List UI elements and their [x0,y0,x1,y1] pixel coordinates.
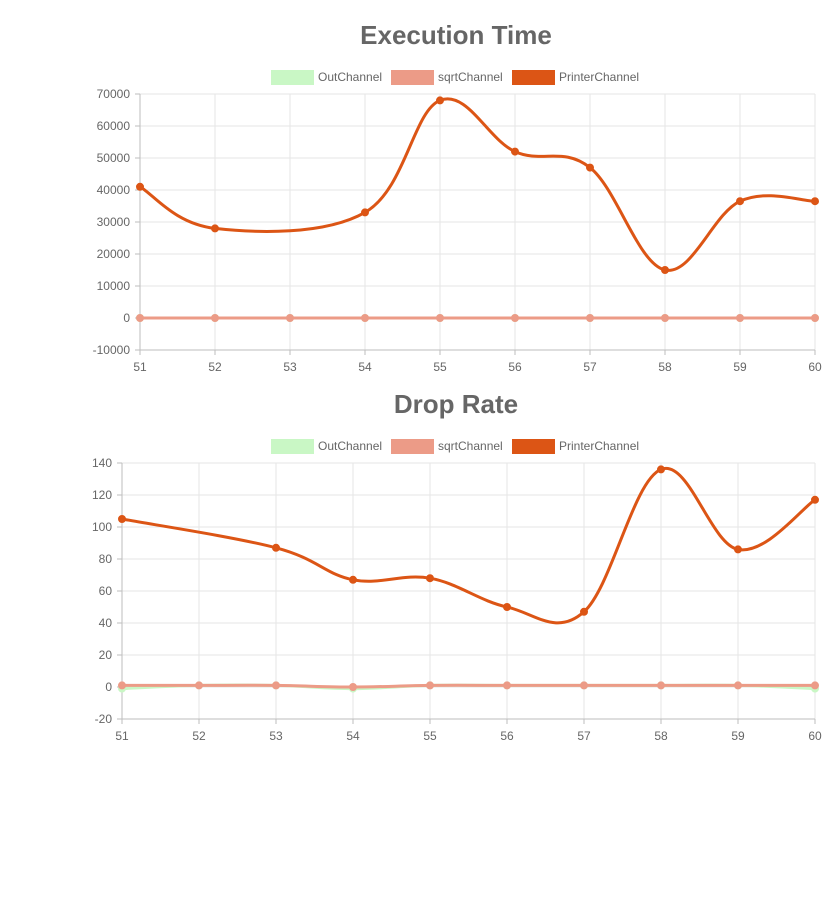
data-point-PrinterChannel[interactable] [136,182,144,191]
legend-label-PrinterChannel[interactable]: PrinterChannel [559,70,639,84]
data-point-sqrtChannel[interactable] [286,314,294,322]
data-point-sqrtChannel[interactable] [580,681,588,690]
x-tick-label: 57 [577,729,591,743]
y-tick-label: 10000 [97,279,131,293]
y-tick-label: 0 [123,311,130,325]
y-tick-label: 30000 [97,215,131,229]
x-tick-label: 60 [808,729,822,743]
x-tick-label: 54 [358,360,372,374]
y-tick-label: 40 [99,616,113,630]
x-tick-label: 60 [808,360,822,374]
y-tick-label: 120 [92,488,112,502]
y-tick-label: 60 [99,584,113,598]
series-line-sqrtChannel [122,683,815,689]
data-point-sqrtChannel[interactable] [436,314,444,322]
x-tick-label: 55 [423,729,437,743]
y-tick-label: 20 [99,648,113,662]
x-tick-label: 56 [508,360,522,374]
legend-label-sqrtChannel[interactable]: sqrtChannel [438,70,503,84]
y-tick-label: 60000 [97,119,131,133]
data-point-sqrtChannel[interactable] [118,681,126,690]
legend-swatch-PrinterChannel[interactable] [512,70,555,85]
y-tick-label: 0 [105,680,112,694]
series-line-PrinterChannel [121,466,816,625]
legend-swatch-PrinterChannel[interactable] [512,439,555,454]
chart-title: Execution Time [360,20,552,50]
legend-label-OutChannel[interactable]: OutChannel [318,439,382,453]
data-point-PrinterChannel[interactable] [426,574,434,583]
x-tick-label: 52 [208,360,222,374]
y-tick-label: 20000 [97,247,131,261]
x-tick-label: 53 [283,360,297,374]
data-point-sqrtChannel[interactable] [349,683,357,691]
chart-0: Execution Time OutChannel sqrtChannel Print… [93,20,822,374]
y-tick-label: 100 [92,520,112,534]
x-tick-label: 55 [433,360,447,374]
data-point-PrinterChannel[interactable] [436,96,444,105]
legend-swatch-OutChannel[interactable] [271,439,314,454]
x-tick-label: 52 [192,729,206,743]
data-point-PrinterChannel[interactable] [349,575,357,584]
data-point-sqrtChannel[interactable] [503,681,511,690]
data-point-PrinterChannel[interactable] [511,147,519,156]
chart-1: Drop Rate OutChannel sqrtChannel PrinterCha… [92,389,822,743]
legend-swatch-sqrtChannel[interactable] [391,70,434,85]
y-tick-label: -20 [95,712,113,726]
x-tick-label: 59 [733,360,747,374]
x-tick-label: 58 [658,360,672,374]
data-point-sqrtChannel[interactable] [136,314,144,322]
data-point-sqrtChannel[interactable] [211,314,219,322]
data-point-sqrtChannel[interactable] [734,681,742,690]
legend-swatch-OutChannel[interactable] [271,70,314,85]
x-tick-label: 51 [133,360,147,374]
data-point-sqrtChannel[interactable] [661,314,669,322]
x-tick-label: 56 [500,729,514,743]
y-tick-label: 70000 [97,87,131,101]
data-point-PrinterChannel[interactable] [272,543,280,552]
x-tick-label: 57 [583,360,597,374]
data-point-sqrtChannel[interactable] [586,314,594,322]
y-tick-label: 40000 [97,183,131,197]
data-point-PrinterChannel[interactable] [661,266,669,274]
x-tick-label: 59 [731,729,745,743]
y-tick-label: 50000 [97,151,131,165]
x-tick-label: 54 [346,729,360,743]
chart-title: Drop Rate [394,389,518,419]
data-point-PrinterChannel[interactable] [586,163,594,172]
legend-label-sqrtChannel[interactable]: sqrtChannel [438,439,503,453]
legend-swatch-sqrtChannel[interactable] [391,439,434,454]
data-point-PrinterChannel[interactable] [361,208,369,217]
data-point-sqrtChannel[interactable] [811,314,819,322]
data-point-PrinterChannel[interactable] [811,197,819,206]
data-point-PrinterChannel[interactable] [736,197,744,206]
data-point-PrinterChannel[interactable] [503,603,511,611]
data-point-sqrtChannel[interactable] [511,314,519,322]
y-tick-label: 80 [99,552,113,566]
data-point-sqrtChannel[interactable] [272,681,280,690]
x-tick-label: 53 [269,729,283,743]
data-point-sqrtChannel[interactable] [736,314,744,322]
data-point-sqrtChannel[interactable] [361,314,369,322]
y-tick-label: 140 [92,456,112,470]
y-tick-label: -10000 [93,343,131,357]
legend-label-PrinterChannel[interactable]: PrinterChannel [559,439,639,453]
data-point-sqrtChannel[interactable] [195,681,203,690]
legend-label-OutChannel[interactable]: OutChannel [318,70,382,84]
x-tick-label: 58 [654,729,668,743]
data-point-PrinterChannel[interactable] [580,607,588,616]
data-point-PrinterChannel[interactable] [118,515,126,523]
data-point-sqrtChannel[interactable] [426,681,434,690]
data-point-PrinterChannel[interactable] [734,545,742,554]
data-point-PrinterChannel[interactable] [657,465,665,474]
series-line-PrinterChannel [139,97,816,272]
data-point-PrinterChannel[interactable] [811,495,819,504]
x-tick-label: 51 [115,729,129,743]
data-point-sqrtChannel[interactable] [811,681,819,690]
data-point-PrinterChannel[interactable] [211,224,219,233]
data-point-sqrtChannel[interactable] [657,681,665,690]
